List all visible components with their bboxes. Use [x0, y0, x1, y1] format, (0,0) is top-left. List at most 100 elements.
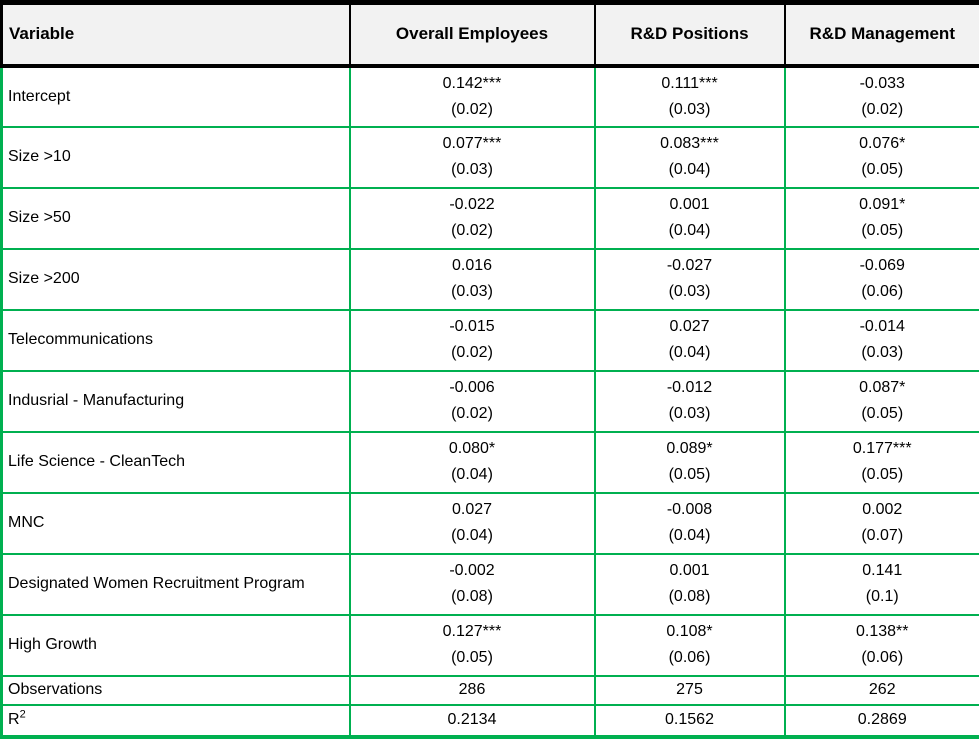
std-error: (0.06) — [596, 645, 784, 671]
coef-cell: -0.008(0.04) — [595, 493, 785, 554]
row-label: R2 — [2, 705, 350, 737]
coef-value: 0.076* — [786, 131, 979, 157]
coef-value: 0.089* — [596, 436, 784, 462]
coef-value: 0.177*** — [786, 436, 979, 462]
std-error: (0.04) — [596, 218, 784, 244]
coef-value: 0.083*** — [596, 131, 784, 157]
observations-value: 262 — [785, 676, 979, 705]
coef-value: -0.027 — [596, 253, 784, 279]
coef-cell: -0.012(0.03) — [595, 371, 785, 432]
coef-cell: 0.087*(0.05) — [785, 371, 979, 432]
coef-value: 0.108* — [596, 619, 784, 645]
coef-value: -0.022 — [351, 192, 594, 218]
std-error: (0.02) — [786, 97, 979, 123]
coef-cell: 0.016(0.03) — [350, 249, 595, 310]
row-label: Designated Women Recruitment Program — [2, 554, 350, 615]
std-error: (0.05) — [786, 157, 979, 183]
coef-cell: -0.033(0.02) — [785, 66, 979, 127]
coef-cell: 0.027(0.04) — [350, 493, 595, 554]
coef-cell: 0.001(0.04) — [595, 188, 785, 249]
row-label: High Growth — [2, 615, 350, 676]
observations-value: 286 — [350, 676, 595, 705]
row-label: Observations — [2, 676, 350, 705]
row-label: Size >10 — [2, 127, 350, 188]
std-error: (0.02) — [351, 218, 594, 244]
r-squared-exponent: 2 — [20, 709, 26, 721]
std-error: (0.02) — [351, 401, 594, 427]
std-error: (0.08) — [351, 584, 594, 610]
coef-value: 0.001 — [596, 192, 784, 218]
coef-value: -0.069 — [786, 253, 979, 279]
coef-cell: 0.177***(0.05) — [785, 432, 979, 493]
coef-value: 0.001 — [596, 558, 784, 584]
coef-cell: -0.027(0.03) — [595, 249, 785, 310]
coef-value: 0.091* — [786, 192, 979, 218]
coef-cell: 0.080*(0.04) — [350, 432, 595, 493]
column-header-overall-employees: Overall Employees — [350, 3, 595, 66]
row-designated-women-recruitment-program: Designated Women Recruitment Program -0.… — [2, 554, 979, 615]
coef-value: 0.016 — [351, 253, 594, 279]
coef-cell: 0.138**(0.06) — [785, 615, 979, 676]
coef-cell: 0.127***(0.05) — [350, 615, 595, 676]
column-header-rd-positions: R&D Positions — [595, 3, 785, 66]
coef-cell: 0.108*(0.06) — [595, 615, 785, 676]
coef-cell: 0.002(0.07) — [785, 493, 979, 554]
std-error: (0.02) — [351, 340, 594, 366]
std-error: (0.05) — [786, 401, 979, 427]
coef-cell: -0.002(0.08) — [350, 554, 595, 615]
coef-value: 0.077*** — [351, 131, 594, 157]
std-error: (0.04) — [596, 340, 784, 366]
row-intercept: Intercept 0.142***(0.02) 0.111***(0.03) … — [2, 66, 979, 127]
row-life-science-cleantech: Life Science - CleanTech 0.080*(0.04) 0.… — [2, 432, 979, 493]
std-error: (0.03) — [596, 97, 784, 123]
coef-value: 0.027 — [596, 314, 784, 340]
coef-value: 0.080* — [351, 436, 594, 462]
observations-value: 275 — [595, 676, 785, 705]
coef-cell: 0.076*(0.05) — [785, 127, 979, 188]
std-error: (0.03) — [351, 157, 594, 183]
coef-value: 0.087* — [786, 375, 979, 401]
row-mnc: MNC 0.027(0.04) -0.008(0.04) 0.002(0.07) — [2, 493, 979, 554]
coef-value: -0.015 — [351, 314, 594, 340]
std-error: (0.07) — [786, 523, 979, 549]
row-label: Life Science - CleanTech — [2, 432, 350, 493]
coef-value: 0.111*** — [596, 71, 784, 97]
coef-cell: 0.091*(0.05) — [785, 188, 979, 249]
header-row: Variable Overall Employees R&D Positions… — [2, 3, 979, 66]
coef-cell: -0.069(0.06) — [785, 249, 979, 310]
r2-value: 0.1562 — [595, 705, 785, 737]
coef-value: 0.142*** — [351, 71, 594, 97]
std-error: (0.03) — [351, 279, 594, 305]
r-squared-base: R — [8, 711, 20, 728]
r2-value: 0.2869 — [785, 705, 979, 737]
std-error: (0.06) — [786, 279, 979, 305]
row-size-200: Size >200 0.016(0.03) -0.027(0.03) -0.06… — [2, 249, 979, 310]
row-label: Size >200 — [2, 249, 350, 310]
std-error: (0.08) — [596, 584, 784, 610]
coef-value: 0.002 — [786, 497, 979, 523]
row-telecommunications: Telecommunications -0.015(0.02) 0.027(0.… — [2, 310, 979, 371]
coef-value: -0.008 — [596, 497, 784, 523]
coef-value: 0.141 — [786, 558, 979, 584]
coef-cell: -0.022(0.02) — [350, 188, 595, 249]
coef-cell: -0.015(0.02) — [350, 310, 595, 371]
column-header-rd-management: R&D Management — [785, 3, 979, 66]
coef-value: 0.138** — [786, 619, 979, 645]
std-error: (0.04) — [351, 523, 594, 549]
row-size-50: Size >50 -0.022(0.02) 0.001(0.04) 0.091*… — [2, 188, 979, 249]
row-label: MNC — [2, 493, 350, 554]
std-error: (0.06) — [786, 645, 979, 671]
std-error: (0.03) — [596, 279, 784, 305]
coef-value: -0.033 — [786, 71, 979, 97]
std-error: (0.05) — [351, 645, 594, 671]
coef-value: -0.012 — [596, 375, 784, 401]
coef-cell: 0.027(0.04) — [595, 310, 785, 371]
std-error: (0.04) — [596, 157, 784, 183]
std-error: (0.02) — [351, 97, 594, 123]
coef-cell: -0.014(0.03) — [785, 310, 979, 371]
coef-value: 0.127*** — [351, 619, 594, 645]
std-error: (0.05) — [786, 462, 979, 488]
coef-value: 0.027 — [351, 497, 594, 523]
coef-value: -0.014 — [786, 314, 979, 340]
row-r-squared: R2 0.2134 0.1562 0.2869 — [2, 705, 979, 737]
